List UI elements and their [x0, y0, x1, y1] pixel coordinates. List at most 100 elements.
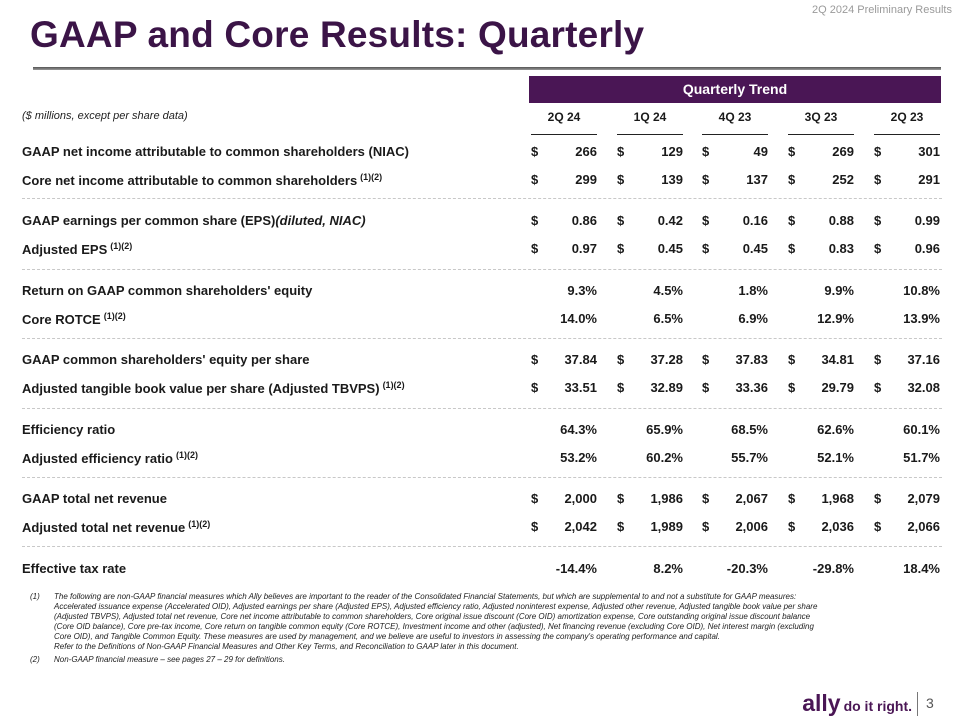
footnote: (2) Non-GAAP financial measure – see pag…: [30, 655, 820, 665]
row-label: GAAP common shareholders' equity per sha…: [22, 352, 310, 367]
value: 2,036: [821, 519, 854, 534]
value: 64.3%: [560, 422, 597, 437]
currency-symbol: $: [874, 519, 882, 534]
row-label-text: Adjusted efficiency ratio: [22, 451, 173, 466]
value: 32.08: [907, 380, 940, 395]
currency-symbol: $: [874, 213, 882, 228]
table-row: Core ROTCE (1)(2) 14.0% 6.5% 6.9% 12.9% 13.9%: [22, 309, 942, 331]
value: 0.97: [571, 241, 597, 256]
value-cell: $269: [788, 144, 854, 162]
value-cell: $0.88: [788, 213, 854, 231]
value-cell: 60.1%: [874, 422, 940, 440]
value: 0.42: [657, 213, 683, 228]
value-cell: 9.3%: [531, 283, 597, 301]
value: 37.84: [564, 352, 597, 367]
row-label-text: Adjusted total net revenue: [22, 520, 186, 535]
value-cell: $0.45: [617, 241, 683, 259]
row-label-text: Adjusted tangible book value per share (…: [22, 381, 380, 396]
value: 60.2%: [646, 450, 683, 465]
value: 0.99: [914, 213, 940, 228]
ally-logo: ally do it right.: [802, 690, 912, 717]
currency-symbol: $: [702, 213, 710, 228]
value: 13.9%: [903, 311, 940, 326]
value-cell: 10.8%: [874, 283, 940, 301]
table-row: Adjusted EPS (1)(2) $0.97 $0.45 $0.45 $0.83 $0…: [22, 239, 942, 261]
table-row: Effective tax rate -14.4% 8.2% -20.3% -29.8%…: [22, 559, 942, 581]
currency-symbol: $: [531, 352, 539, 367]
column-header: 1Q 24: [617, 110, 683, 135]
currency-symbol: $: [617, 213, 625, 228]
value-cell: $1,989: [617, 519, 683, 537]
currency-symbol: $: [702, 380, 710, 395]
value: -20.3%: [726, 561, 768, 576]
table-row: GAAP common shareholders' equity per sha…: [22, 350, 942, 372]
value: 53.2%: [560, 450, 597, 465]
value: 4.5%: [653, 283, 683, 298]
value: 1,968: [821, 491, 854, 506]
currency-symbol: $: [874, 352, 882, 367]
value: 37.83: [735, 352, 768, 367]
row-label: Core net income attributable to common s…: [22, 172, 382, 188]
value: 12.9%: [817, 311, 854, 326]
value: 291: [918, 172, 940, 187]
value-cell: $0.96: [874, 241, 940, 259]
currency-symbol: $: [617, 519, 625, 534]
row-group-divider: [22, 408, 942, 409]
table-row: Efficiency ratio 64.3% 65.9% 68.5% 62.6% 60.1…: [22, 420, 942, 442]
table-row: GAAP net income attributable to common s…: [22, 142, 942, 164]
value-cell: 14.0%: [531, 311, 597, 329]
table-row: Adjusted efficiency ratio (1)(2) 53.2% 60.2…: [22, 448, 942, 470]
value-cell: $139: [617, 172, 683, 190]
row-label: GAAP total net revenue: [22, 491, 167, 506]
column-header: 2Q 24: [531, 110, 597, 135]
value-cell: -29.8%: [788, 561, 854, 579]
value: 8.2%: [653, 561, 683, 576]
currency-symbol: $: [788, 213, 796, 228]
value: 0.45: [657, 241, 683, 256]
currency-symbol: $: [874, 380, 882, 395]
value-cell: $37.28: [617, 352, 683, 370]
value-cell: $252: [788, 172, 854, 190]
value-cell: $266: [531, 144, 597, 162]
logo-text: ally: [802, 690, 841, 716]
value-cell: $0.83: [788, 241, 854, 259]
row-label-text: Return on GAAP common shareholders' equi…: [22, 283, 313, 298]
value-cell: 53.2%: [531, 450, 597, 468]
footnote-reference: (1)(2): [188, 519, 211, 529]
table-row: Return on GAAP common shareholders' equi…: [22, 281, 942, 303]
value-cell: 1.8%: [702, 283, 768, 301]
row-label: Efficiency ratio: [22, 422, 115, 437]
value-cell: $2,042: [531, 519, 597, 537]
units-note: ($ millions, except per share data): [22, 110, 188, 122]
footnote-reference: (1)(2): [360, 172, 383, 182]
footnote: (1) The following are non-GAAP financial…: [30, 592, 820, 652]
value-cell: $33.51: [531, 380, 597, 398]
value: 62.6%: [817, 422, 854, 437]
value: 269: [832, 144, 854, 159]
value: 266: [575, 144, 597, 159]
page-title: GAAP and Core Results: Quarterly: [30, 14, 645, 55]
column-header: 4Q 23: [702, 110, 768, 135]
currency-symbol: $: [617, 241, 625, 256]
footer-divider: [917, 692, 918, 716]
value-cell: 12.9%: [788, 311, 854, 329]
value-cell: $129: [617, 144, 683, 162]
currency-symbol: $: [531, 519, 539, 534]
value-cell: 51.7%: [874, 450, 940, 468]
value-cell: 68.5%: [702, 422, 768, 440]
value-cell: $1,986: [617, 491, 683, 509]
value-cell: 65.9%: [617, 422, 683, 440]
value: 299: [575, 172, 597, 187]
currency-symbol: $: [874, 241, 882, 256]
value: 52.1%: [817, 450, 854, 465]
value-cell: $33.36: [702, 380, 768, 398]
row-label-text: GAAP common shareholders' equity per sha…: [22, 352, 310, 367]
table-row: GAAP earnings per common share (EPS)(dil…: [22, 211, 942, 233]
row-label: Adjusted tangible book value per share (…: [22, 380, 405, 396]
footnote-text: Refer to the Definitions of Non-GAAP Fin…: [54, 642, 519, 651]
currency-symbol: $: [617, 172, 625, 187]
row-group-divider: [22, 198, 942, 199]
value-cell: $301: [874, 144, 940, 162]
row-label-text: Core ROTCE: [22, 312, 101, 327]
value-cell: $0.45: [702, 241, 768, 259]
